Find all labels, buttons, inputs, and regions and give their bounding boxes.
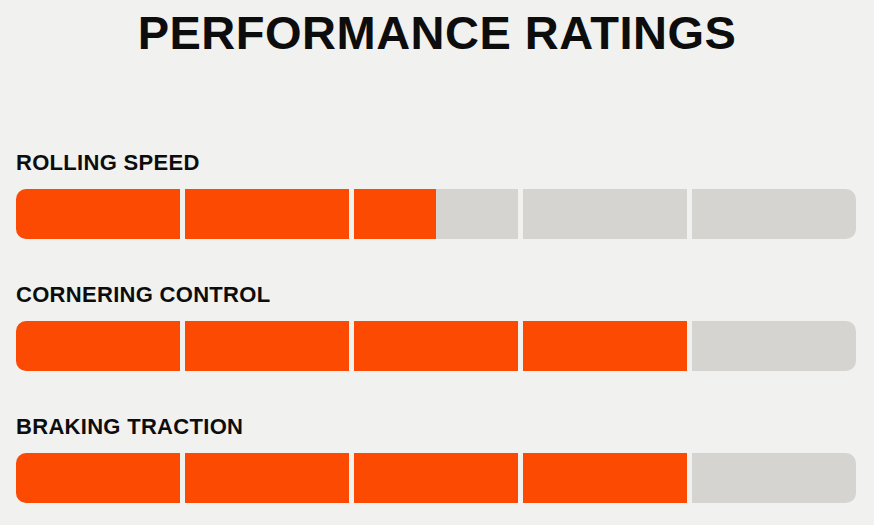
rating-fill xyxy=(354,453,518,503)
rating-fill xyxy=(354,321,518,371)
rating-segment xyxy=(354,453,518,503)
rating-segment xyxy=(16,453,180,503)
rating-segment xyxy=(354,189,518,239)
rating-fill xyxy=(185,453,349,503)
rating-segment xyxy=(692,321,856,371)
rating-segment xyxy=(523,321,687,371)
ratings-list: ROLLING SPEED CORNERING CONTROL BRAKING … xyxy=(16,150,856,503)
rating-segment xyxy=(185,321,349,371)
rating-segment xyxy=(354,321,518,371)
rating-track xyxy=(16,453,856,503)
rating-segment xyxy=(523,189,687,239)
rating-segment xyxy=(692,453,856,503)
rating-label: CORNERING CONTROL xyxy=(16,282,856,308)
rating-row-cornering-control: CORNERING CONTROL xyxy=(16,282,856,371)
rating-segment xyxy=(185,453,349,503)
page-title: PERFORMANCE RATINGS xyxy=(0,0,874,60)
rating-segment xyxy=(16,189,180,239)
rating-label: ROLLING SPEED xyxy=(16,150,856,176)
rating-fill xyxy=(16,453,180,503)
rating-fill xyxy=(185,189,349,239)
rating-fill xyxy=(185,321,349,371)
rating-fill xyxy=(16,189,180,239)
rating-fill xyxy=(523,321,687,371)
rating-row-rolling-speed: ROLLING SPEED xyxy=(16,150,856,239)
rating-fill xyxy=(354,189,436,239)
rating-fill xyxy=(523,453,687,503)
rating-fill xyxy=(16,321,180,371)
rating-segment xyxy=(16,321,180,371)
rating-track xyxy=(16,321,856,371)
rating-label: BRAKING TRACTION xyxy=(16,414,856,440)
performance-ratings-panel: PERFORMANCE RATINGS ROLLING SPEED CORNER… xyxy=(0,0,874,525)
rating-segment xyxy=(692,189,856,239)
rating-segment xyxy=(185,189,349,239)
rating-row-braking-traction: BRAKING TRACTION xyxy=(16,414,856,503)
rating-segment xyxy=(523,453,687,503)
rating-track xyxy=(16,189,856,239)
